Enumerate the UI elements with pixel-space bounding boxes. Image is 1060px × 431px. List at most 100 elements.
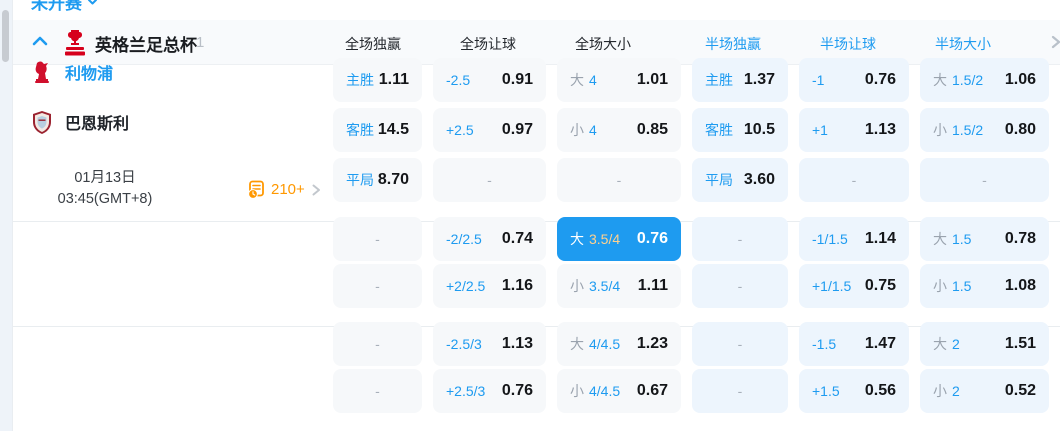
caret-down-icon <box>88 0 97 5</box>
odds-value: 1.13 <box>864 121 896 138</box>
odds-cell[interactable]: 小 4/4.5 0.67 <box>557 369 681 413</box>
odds-selection-label: 客胜 <box>346 120 374 140</box>
odds-value: 14.5 <box>377 121 409 138</box>
home-team-row[interactable]: 利物浦 <box>31 58 113 86</box>
odds-cell-selected[interactable]: 大 3.5/4 0.76 <box>557 217 681 261</box>
odds-selection-label: +2.5/3 <box>446 383 485 399</box>
collapse-chevron-up-icon[interactable] <box>31 34 49 48</box>
odds-row: - +2.5/3 0.76 小 4/4.5 0.67 - +1.5 0.56 小 2 0.52 <box>333 369 1049 413</box>
odds-cell[interactable]: -1.5 1.47 <box>799 322 909 366</box>
column-header-ht-overunder: 半场大小 <box>935 36 991 52</box>
odds-cell[interactable]: 大 4 1.01 <box>557 58 681 102</box>
odds-value: 1.51 <box>1004 335 1036 352</box>
odds-cell[interactable]: -2.5 0.91 <box>433 58 546 102</box>
odds-value: 0.80 <box>1004 121 1036 138</box>
match-time: 01月13日 03:45(GMT+8) <box>21 168 189 210</box>
selection-line: 平局 <box>705 172 733 188</box>
scrollbar-thumb[interactable] <box>2 10 9 62</box>
odds-selection-label: +2.5 <box>446 122 474 138</box>
odds-value: 1.01 <box>636 71 668 88</box>
odds-value: 1.08 <box>1004 277 1036 294</box>
column-header-ft-moneyline: 全场独赢 <box>345 36 401 52</box>
markets-count: 210+ <box>271 181 305 198</box>
away-team-name: 巴恩斯利 <box>65 116 130 133</box>
odds-cell[interactable]: -1 0.76 <box>799 58 909 102</box>
selection-line: -2.5/3 <box>446 336 482 352</box>
selection-line: 4 <box>589 72 597 88</box>
selection-line: -2/2.5 <box>446 231 482 247</box>
odds-selection-label: 大 1.5/2 <box>933 70 983 90</box>
odds-cell: - <box>692 369 788 413</box>
odds-selection-label: 小 1.5/2 <box>933 120 983 140</box>
odds-selection-label: 大 1.5 <box>933 229 971 249</box>
odds-cell[interactable]: 小 2 0.52 <box>920 369 1049 413</box>
odds-cell[interactable]: +2.5 0.97 <box>433 108 546 152</box>
odds-cell[interactable]: +1.5 0.56 <box>799 369 909 413</box>
odds-cell[interactable]: +1 1.13 <box>799 108 909 152</box>
odds-cell[interactable]: +2.5/3 0.76 <box>433 369 546 413</box>
overunder-prefix: 大 <box>933 336 947 352</box>
odds-cell[interactable]: 小 4 0.85 <box>557 108 681 152</box>
odds-cell[interactable]: 客胜 10.5 <box>692 108 788 152</box>
odds-cell[interactable]: 大 1.5 0.78 <box>920 217 1049 261</box>
odds-selection-label: +1 <box>812 122 828 138</box>
league-header: 英格兰足总杯 1 全场独赢 全场让球 全场大小 半场独赢 半场让球 半场大小 <box>13 20 1060 65</box>
odds-cell[interactable]: -2/2.5 0.74 <box>433 217 546 261</box>
odds-cell: - <box>692 322 788 366</box>
odds-cell: - <box>799 158 909 202</box>
odds-empty-dash: - <box>737 383 743 399</box>
odds-value: 0.91 <box>501 71 533 88</box>
odds-cell: - <box>333 322 422 366</box>
odds-cell[interactable]: 大 2 1.51 <box>920 322 1049 366</box>
odds-value: 0.76 <box>501 382 533 399</box>
overunder-prefix: 小 <box>933 122 947 138</box>
odds-cell: - <box>557 158 681 202</box>
odds-cell[interactable]: 大 4/4.5 1.23 <box>557 322 681 366</box>
odds-selection-label: -2.5 <box>446 72 470 88</box>
odds-empty-dash: - <box>375 278 380 294</box>
more-columns-chevron-icon[interactable] <box>1049 34 1060 50</box>
odds-cell: - <box>433 158 546 202</box>
odds-cell[interactable]: 小 1.5/2 0.80 <box>920 108 1049 152</box>
odds-cell[interactable]: 小 3.5/4 1.11 <box>557 264 681 308</box>
scrollbar-track[interactable] <box>0 0 12 431</box>
odds-cell[interactable]: -1/1.5 1.14 <box>799 217 909 261</box>
odds-cell[interactable]: +2/2.5 1.16 <box>433 264 546 308</box>
odds-cell[interactable]: 平局 3.60 <box>692 158 788 202</box>
odds-cell: - <box>692 217 788 261</box>
odds-selection-label: 平局 <box>705 170 733 190</box>
odds-row: 客胜 14.5 +2.5 0.97 小 4 0.85 客胜 10.5 +1 1.13 小 1.5/2 0.… <box>333 108 1049 152</box>
odds-selection-label: 主胜 <box>705 70 733 90</box>
overunder-prefix: 大 <box>570 336 584 352</box>
odds-cell[interactable]: 大 1.5/2 1.06 <box>920 58 1049 102</box>
odds-cell[interactable]: +1/1.5 0.75 <box>799 264 909 308</box>
odds-cell[interactable]: -2.5/3 1.13 <box>433 322 546 366</box>
odds-value: 1.11 <box>637 277 668 294</box>
tab-not-started[interactable]: 未开赛 <box>31 0 98 14</box>
odds-row: - +2/2.5 1.16 小 3.5/4 1.11 - +1/1.5 0.75 小 1.5 1.08 <box>333 264 1049 308</box>
overunder-prefix: 大 <box>933 231 947 247</box>
odds-empty-dash: - <box>375 231 380 247</box>
odds-cell: - <box>920 158 1049 202</box>
odds-cell: - <box>333 369 422 413</box>
odds-value: 3.60 <box>743 171 775 188</box>
odds-cell[interactable]: 平局 8.70 <box>333 158 422 202</box>
selection-line: 主胜 <box>346 72 374 88</box>
odds-cell[interactable]: 客胜 14.5 <box>333 108 422 152</box>
selection-line: +2/2.5 <box>446 278 486 294</box>
odds-cell[interactable]: 主胜 1.37 <box>692 58 788 102</box>
odds-value: 0.76 <box>636 230 668 247</box>
odds-empty-dash: - <box>616 172 622 188</box>
more-markets-link[interactable]: 210+ <box>247 180 322 199</box>
away-team-row[interactable]: 巴恩斯利 <box>31 108 129 136</box>
selection-line: 客胜 <box>346 122 374 138</box>
overunder-prefix: 小 <box>933 278 947 294</box>
overunder-prefix: 小 <box>570 383 584 399</box>
selection-line: 平局 <box>346 172 374 188</box>
match-date-line: 01月13日 <box>74 170 136 186</box>
odds-cell: - <box>333 264 422 308</box>
odds-cell[interactable]: 主胜 1.11 <box>333 58 422 102</box>
odds-cell[interactable]: 小 1.5 1.08 <box>920 264 1049 308</box>
